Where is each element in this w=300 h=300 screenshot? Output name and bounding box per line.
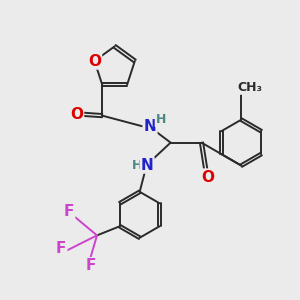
Text: O: O: [88, 53, 101, 68]
Text: N: N: [141, 158, 153, 172]
Text: F: F: [64, 204, 74, 219]
Text: F: F: [56, 241, 66, 256]
Text: H: H: [132, 158, 142, 172]
Text: N: N: [144, 119, 156, 134]
Text: F: F: [86, 258, 96, 273]
Text: O: O: [201, 169, 214, 184]
Text: CH₃: CH₃: [238, 81, 262, 94]
Text: H: H: [156, 113, 166, 126]
Text: O: O: [70, 107, 83, 122]
